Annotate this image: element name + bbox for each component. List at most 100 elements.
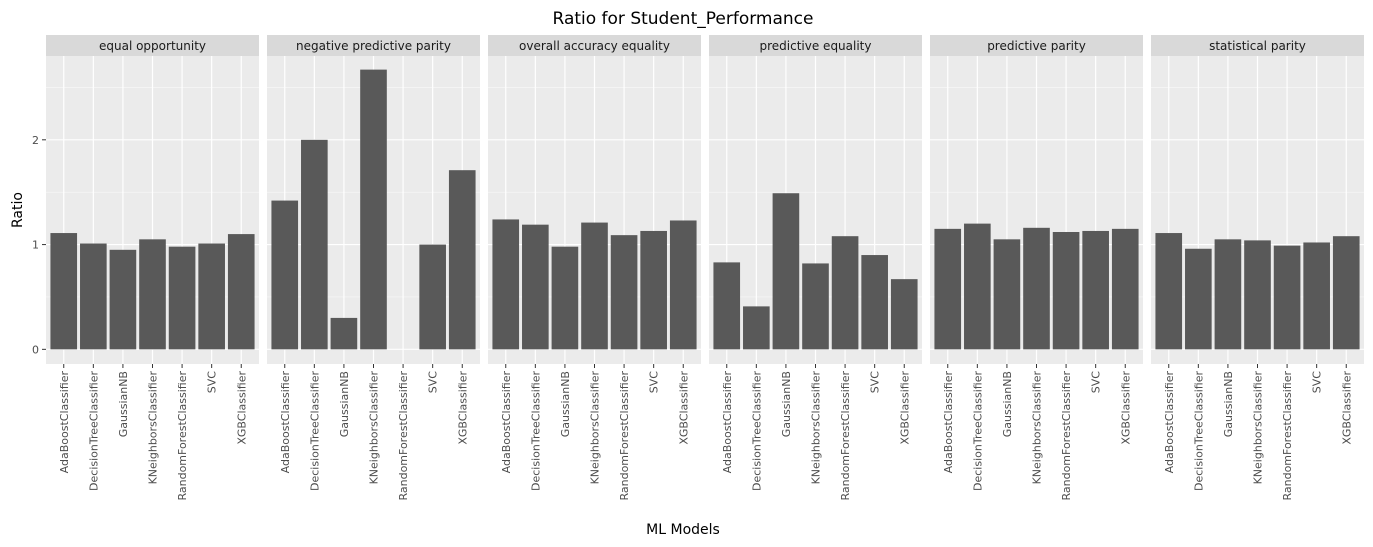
x-tick-label: RandomForestClassifier — [397, 371, 410, 501]
bar — [890, 279, 918, 350]
x-tick-label: GaussianNB — [338, 371, 351, 437]
facet-strip — [1151, 35, 1364, 56]
facet-strip-label: statistical parity — [1209, 39, 1306, 53]
x-tick-label: RandomForestClassifier — [1060, 371, 1073, 501]
bar — [448, 170, 476, 350]
y-axis-title: Ratio — [10, 192, 26, 228]
y-tick-label: 2 — [32, 134, 39, 147]
x-tick-label: XGBClassifier — [235, 371, 248, 445]
x-tick-label: DecisionTreeClassifier — [971, 371, 984, 491]
x-tick-label: GaussianNB — [1222, 371, 1235, 437]
x-tick-label: GaussianNB — [780, 371, 793, 437]
bar — [301, 139, 328, 350]
facet-strip-label: predictive parity — [987, 39, 1086, 53]
bar — [139, 239, 166, 350]
x-tick-label: KNeighborsClassifier — [1031, 371, 1044, 485]
bar — [669, 220, 697, 350]
bar — [1082, 230, 1109, 350]
x-tick-label: KNeighborsClassifier — [147, 371, 160, 485]
x-tick-label: XGBClassifier — [677, 371, 690, 445]
bar — [360, 69, 387, 350]
bar — [551, 246, 579, 350]
x-tick-label: KNeighborsClassifier — [589, 371, 602, 485]
facet-strip — [930, 35, 1143, 56]
bar — [1023, 227, 1050, 350]
bar — [861, 255, 888, 350]
x-tick-label: SVC — [648, 371, 661, 394]
bar — [50, 233, 78, 350]
facet-strip-label: predictive equality — [760, 39, 872, 53]
x-tick-label: SVC — [869, 371, 882, 394]
facet-strip — [488, 35, 701, 56]
bar — [522, 224, 549, 350]
bar — [1111, 228, 1139, 350]
facet-panel: overall accuracy equality AdaBoostClassif… — [488, 35, 701, 501]
facet-strip — [46, 35, 259, 56]
bar — [227, 234, 255, 350]
x-tick-label: RandomForestClassifier — [1281, 371, 1294, 501]
x-tick-label: AdaBoostClassifier — [58, 371, 71, 474]
bar — [713, 262, 741, 350]
x-tick-label: AdaBoostClassifier — [1163, 371, 1176, 474]
bar — [993, 239, 1021, 350]
x-tick-label: KNeighborsClassifier — [1252, 371, 1265, 485]
x-axis-title: ML Models — [646, 522, 720, 538]
x-tick-label: DecisionTreeClassifier — [529, 371, 542, 491]
facet-strip — [267, 35, 480, 56]
facet-panel: predictive parity AdaBoostClassifier Decis… — [930, 35, 1143, 501]
chart-title: Ratio for Student_Performance — [553, 9, 814, 29]
bar — [802, 263, 829, 350]
y-axis: 0 1 2 — [32, 134, 46, 356]
facet-panel: statistical parity AdaBoostClassifier Deci… — [1151, 35, 1364, 501]
facet-strip-label: overall accuracy equality — [519, 39, 670, 53]
x-tick-label: RandomForestClassifier — [618, 371, 631, 501]
bar — [1185, 248, 1212, 350]
bar — [1244, 240, 1271, 350]
x-tick-label: KNeighborsClassifier — [368, 371, 381, 485]
x-tick-label: XGBClassifier — [1119, 371, 1132, 445]
bar — [1273, 245, 1301, 350]
x-tick-label: SVC — [1311, 371, 1324, 394]
bar — [168, 246, 196, 350]
bar — [419, 244, 446, 350]
x-tick-label: SVC — [1090, 371, 1103, 394]
bar — [640, 230, 667, 350]
bar — [109, 249, 137, 350]
x-tick-label: GaussianNB — [559, 371, 572, 437]
y-tick-label: 0 — [32, 343, 39, 356]
bar — [271, 200, 299, 350]
y-tick-label: 1 — [32, 239, 39, 252]
bar — [743, 306, 770, 350]
bar — [610, 235, 638, 350]
bar — [492, 219, 520, 350]
bar — [1303, 242, 1330, 350]
x-tick-label: AdaBoostClassifier — [942, 371, 955, 474]
facet-panel: predictive equality AdaBoostClassifier Dec… — [709, 35, 922, 501]
x-tick-label: GaussianNB — [117, 371, 130, 437]
facet-panel: negative predictive parity AdaBoostClassi… — [267, 35, 480, 501]
x-tick-label: SVC — [427, 371, 440, 394]
bar — [772, 193, 800, 350]
x-tick-label: DecisionTreeClassifier — [87, 371, 100, 491]
x-tick-label: AdaBoostClassifier — [500, 371, 513, 474]
bar — [964, 223, 991, 350]
bar — [198, 243, 225, 350]
x-tick-label: DecisionTreeClassifier — [750, 371, 763, 491]
bar — [831, 236, 859, 350]
facet-panel: equal opportunity AdaBoostClassifier Decis… — [46, 35, 259, 501]
facets: equal opportunity AdaBoostClassifier Decis… — [46, 35, 1364, 501]
x-tick-label: RandomForestClassifier — [176, 371, 189, 501]
x-tick-label: GaussianNB — [1001, 371, 1014, 437]
x-tick-label: AdaBoostClassifier — [279, 371, 292, 474]
x-tick-label: XGBClassifier — [898, 371, 911, 445]
bar — [934, 228, 962, 350]
x-tick-label: XGBClassifier — [456, 371, 469, 445]
facet-strip-label: equal opportunity — [99, 39, 206, 53]
bar — [80, 243, 107, 350]
bar — [1214, 239, 1242, 350]
bar — [581, 222, 608, 350]
x-tick-label: DecisionTreeClassifier — [308, 371, 321, 491]
x-tick-label: RandomForestClassifier — [839, 371, 852, 501]
bar — [330, 317, 358, 350]
